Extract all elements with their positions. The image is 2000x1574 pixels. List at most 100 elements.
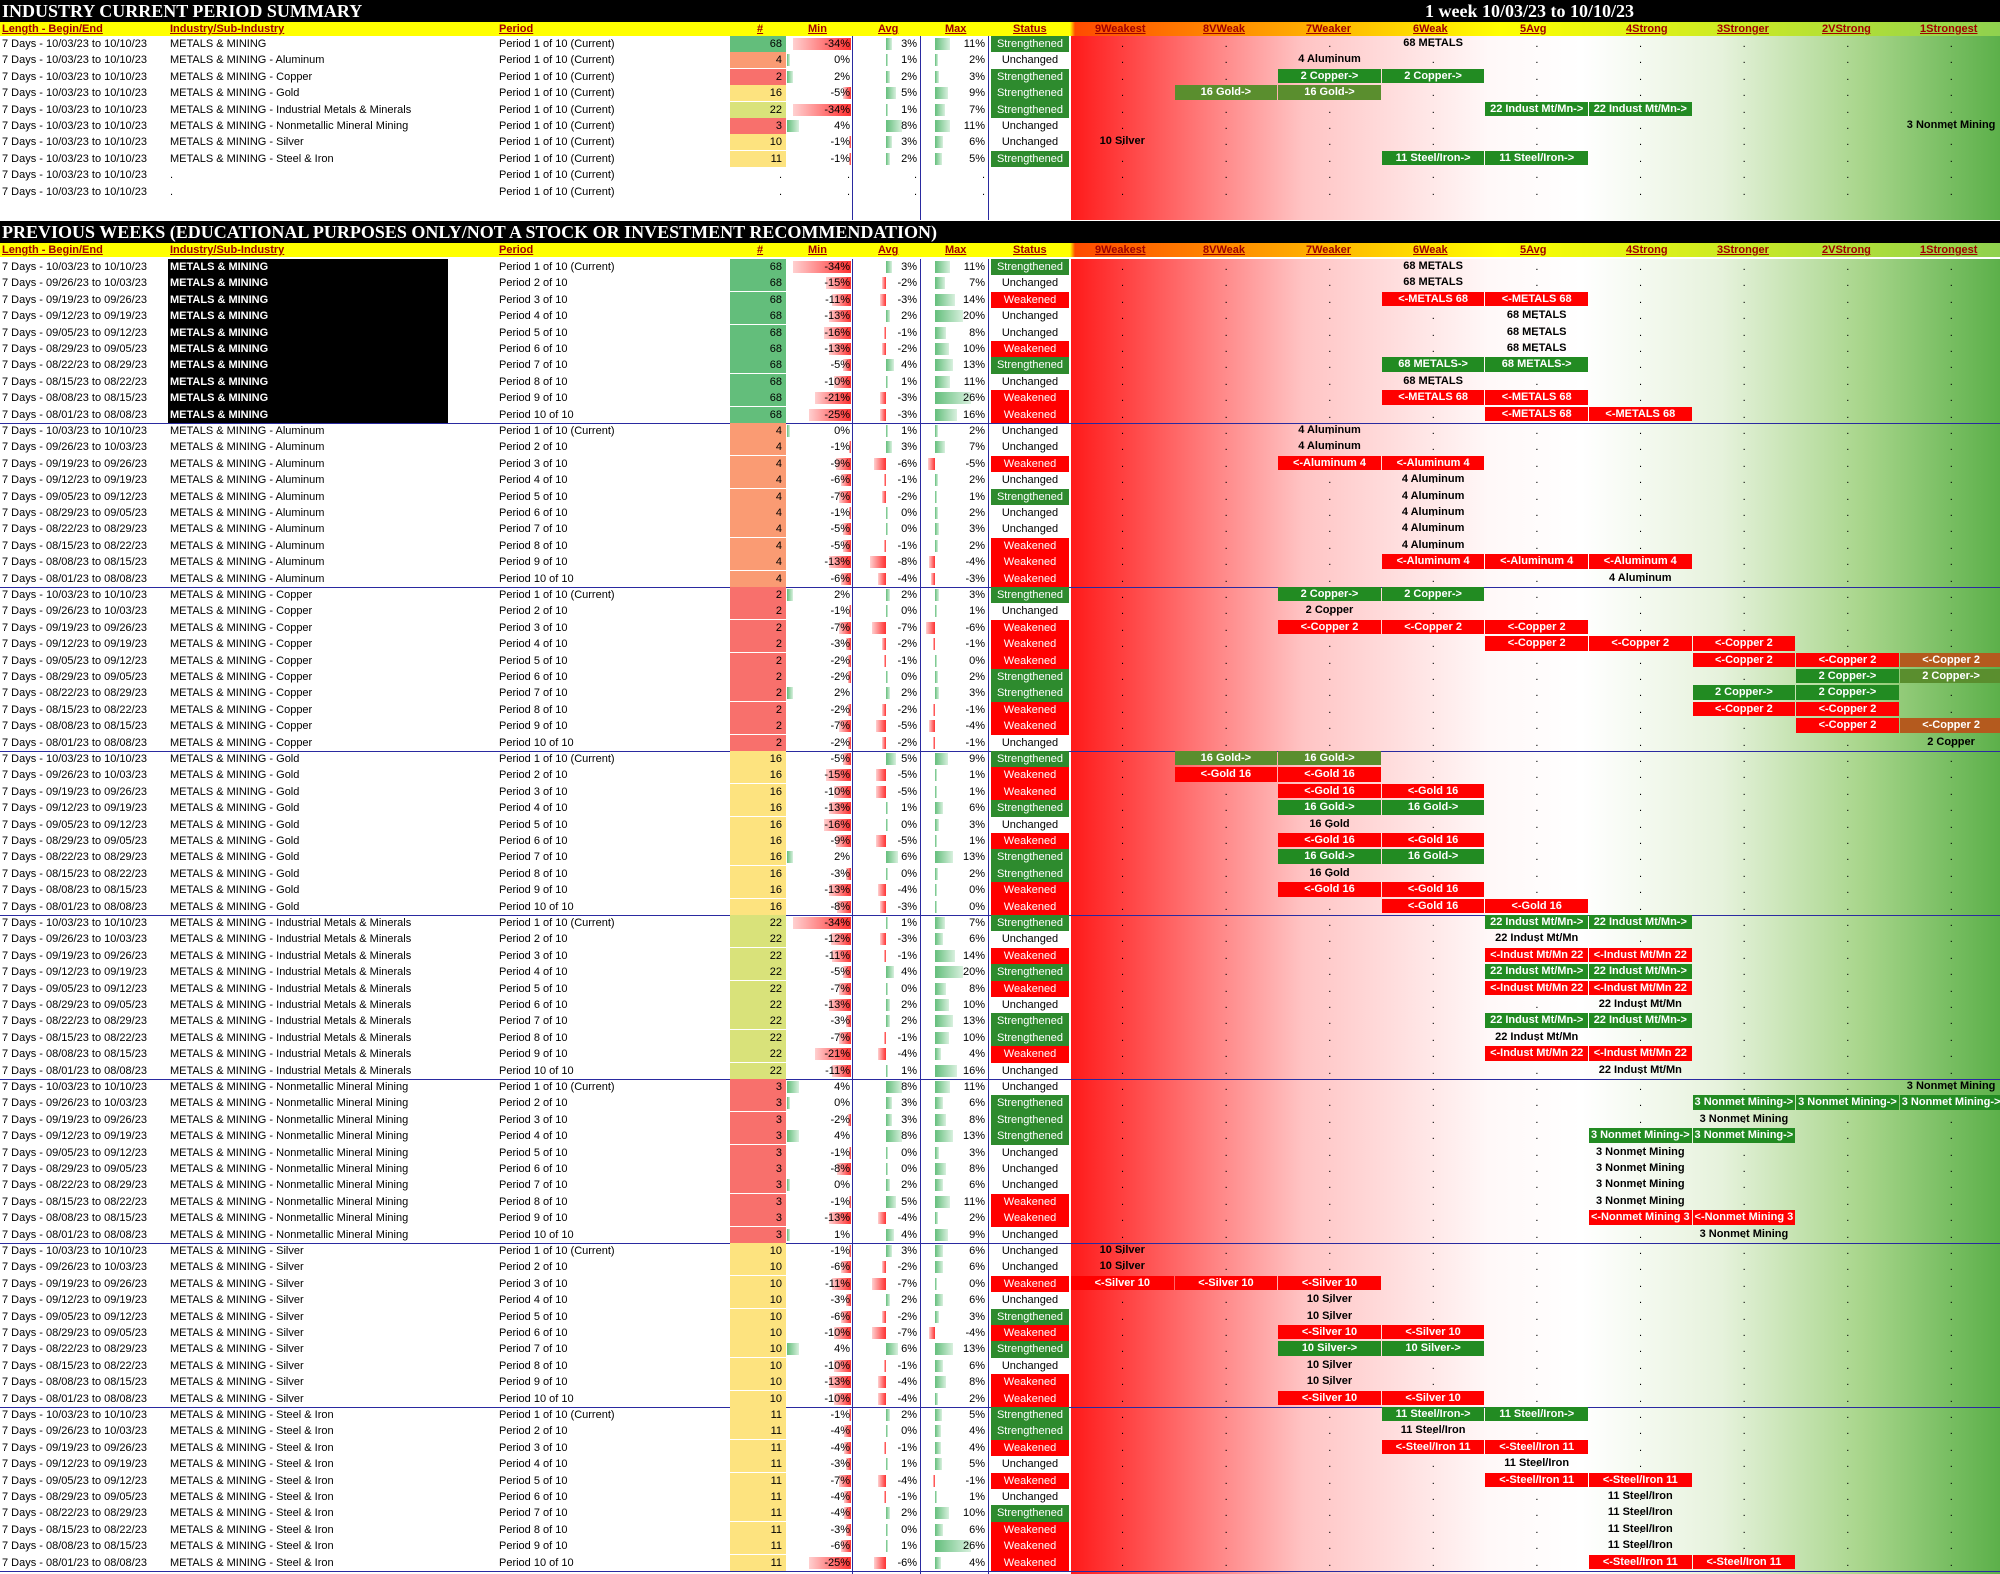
column-header-8[interactable]: 9Weakest: [1095, 23, 1146, 35]
row-industry[interactable]: METALS & MINING - Copper: [170, 70, 313, 83]
row-industry[interactable]: METALS & MINING - Copper: [170, 736, 313, 749]
row-industry[interactable]: METALS & MINING - Steel & Iron: [170, 1540, 334, 1553]
row-industry[interactable]: METALS & MINING - Industrial Metals & Mi…: [170, 1048, 412, 1061]
row-industry[interactable]: METALS & MINING - Industrial Metals & Mi…: [170, 103, 412, 116]
column-header-2[interactable]: Period: [499, 244, 534, 256]
column-header-1[interactable]: Industry/Sub-Industry: [170, 23, 285, 35]
column-header-13[interactable]: 4Strong: [1626, 244, 1668, 256]
row-industry[interactable]: .: [170, 185, 174, 198]
row-industry[interactable]: METALS & MINING - Copper: [170, 605, 313, 618]
row-industry[interactable]: METALS & MINING - Gold: [170, 851, 300, 864]
column-header-5[interactable]: Avg: [878, 244, 899, 256]
row-industry[interactable]: METALS & MINING - Steel & Iron: [170, 1507, 334, 1520]
column-header-13[interactable]: 4Strong: [1626, 23, 1668, 35]
row-industry[interactable]: METALS & MINING - Copper: [170, 621, 313, 634]
row-industry[interactable]: METALS & MINING - Gold: [170, 867, 300, 880]
column-header-9[interactable]: 8VWeak: [1203, 23, 1245, 35]
row-industry[interactable]: METALS & MINING - Silver: [170, 1343, 304, 1356]
column-header-11[interactable]: 6Weak: [1413, 244, 1448, 256]
column-header-4[interactable]: Min: [808, 23, 827, 35]
row-industry[interactable]: METALS & MINING: [168, 390, 448, 407]
row-industry[interactable]: METALS & MINING - Silver: [170, 1376, 304, 1389]
row-industry[interactable]: METALS & MINING - Gold: [170, 769, 300, 782]
column-header-15[interactable]: 2VStrong: [1822, 23, 1871, 35]
row-industry[interactable]: METALS & MINING - Aluminum: [170, 425, 325, 437]
row-industry[interactable]: METALS & MINING - Nonmetallic Mineral Mi…: [170, 1113, 409, 1126]
row-industry[interactable]: METALS & MINING - Industrial Metals & Mi…: [170, 917, 412, 929]
row-industry[interactable]: .: [170, 169, 174, 182]
row-industry[interactable]: METALS & MINING: [168, 324, 448, 341]
column-header-3[interactable]: #: [757, 244, 764, 256]
column-header-16[interactable]: 1Strongest: [1920, 23, 1978, 35]
row-industry[interactable]: METALS & MINING - Steel & Iron: [170, 1409, 334, 1421]
row-industry[interactable]: METALS & MINING - Nonmetallic Mineral Mi…: [170, 1130, 409, 1143]
row-industry[interactable]: METALS & MINING - Gold: [170, 802, 300, 815]
column-header-7[interactable]: Status: [1013, 23, 1047, 35]
column-header-12[interactable]: 5Avg: [1520, 23, 1547, 35]
row-industry[interactable]: METALS & MINING - Nonmetallic Mineral Mi…: [170, 1146, 409, 1159]
row-industry[interactable]: METALS & MINING - Nonmetallic Mineral Mi…: [170, 120, 409, 132]
row-industry[interactable]: METALS & MINING - Copper: [170, 654, 313, 667]
row-industry[interactable]: METALS & MINING - Industrial Metals & Mi…: [170, 1015, 412, 1028]
column-header-15[interactable]: 2VStrong: [1822, 244, 1871, 256]
row-industry[interactable]: METALS & MINING - Steel & Iron: [170, 1474, 334, 1487]
row-industry[interactable]: METALS & MINING - Steel & Iron: [170, 152, 334, 165]
row-industry[interactable]: METALS & MINING - Nonmetallic Mineral Mi…: [170, 1228, 409, 1241]
row-industry[interactable]: METALS & MINING - Aluminum: [170, 523, 325, 536]
row-industry[interactable]: METALS & MINING - Aluminum: [170, 441, 325, 454]
row-industry[interactable]: METALS & MINING - Steel & Iron: [170, 1458, 334, 1471]
row-industry[interactable]: METALS & MINING - Aluminum: [170, 556, 325, 569]
column-header-0[interactable]: Length - Begin/End: [2, 244, 103, 256]
row-industry[interactable]: METALS & MINING - Industrial Metals & Mi…: [170, 1064, 412, 1077]
row-industry[interactable]: METALS & MINING - Nonmetallic Mineral Mi…: [170, 1212, 409, 1225]
column-header-14[interactable]: 3Stronger: [1717, 244, 1769, 256]
row-industry[interactable]: METALS & MINING - Steel & Iron: [170, 1491, 334, 1503]
row-industry[interactable]: METALS & MINING - Silver: [170, 1310, 304, 1323]
column-header-7[interactable]: Status: [1013, 244, 1047, 256]
column-header-9[interactable]: 8VWeak: [1203, 244, 1245, 256]
row-industry[interactable]: METALS & MINING - Steel & Iron: [170, 1425, 334, 1438]
row-industry[interactable]: METALS & MINING - Aluminum: [170, 474, 325, 487]
row-industry[interactable]: METALS & MINING - Industrial Metals & Mi…: [170, 933, 412, 946]
row-industry[interactable]: METALS & MINING - Silver: [170, 1392, 304, 1405]
row-industry[interactable]: METALS & MINING - Industrial Metals & Mi…: [170, 949, 412, 962]
column-header-8[interactable]: 9Weakest: [1095, 244, 1146, 256]
row-industry[interactable]: METALS & MINING - Aluminum: [170, 507, 325, 519]
row-industry[interactable]: METALS & MINING - Aluminum: [170, 54, 325, 67]
row-industry[interactable]: METALS & MINING - Aluminum: [170, 490, 325, 503]
row-industry[interactable]: METALS & MINING - Copper: [170, 703, 313, 716]
row-industry[interactable]: METALS & MINING - Industrial Metals & Mi…: [170, 982, 412, 995]
column-header-10[interactable]: 7Weaker: [1306, 244, 1352, 256]
row-industry[interactable]: METALS & MINING - Steel & Iron: [170, 1441, 334, 1454]
row-industry[interactable]: METALS & MINING - Nonmetallic Mineral Mi…: [170, 1179, 409, 1192]
row-industry[interactable]: METALS & MINING: [168, 308, 448, 325]
row-industry[interactable]: METALS & MINING: [168, 275, 448, 292]
row-industry[interactable]: METALS & MINING - Silver: [170, 1277, 304, 1290]
row-industry[interactable]: METALS & MINING - Silver: [170, 1245, 304, 1257]
row-industry[interactable]: METALS & MINING - Silver: [170, 136, 304, 149]
row-industry[interactable]: METALS & MINING - Gold: [170, 884, 300, 897]
row-industry[interactable]: METALS & MINING - Silver: [170, 1261, 304, 1274]
row-industry[interactable]: METALS & MINING - Industrial Metals & Mi…: [170, 966, 412, 979]
row-industry[interactable]: METALS & MINING - Aluminum: [170, 457, 325, 470]
row-industry[interactable]: METALS & MINING: [168, 341, 448, 358]
row-industry[interactable]: METALS & MINING - Copper: [170, 589, 313, 601]
column-header-3[interactable]: #: [757, 23, 764, 35]
row-industry[interactable]: METALS & MINING - Silver: [170, 1359, 304, 1372]
column-header-0[interactable]: Length - Begin/End: [2, 23, 103, 35]
row-industry[interactable]: METALS & MINING - Gold: [170, 818, 300, 831]
row-industry[interactable]: METALS & MINING - Gold: [170, 900, 300, 913]
row-industry[interactable]: METALS & MINING - Gold: [170, 87, 300, 100]
row-industry[interactable]: METALS & MINING - Nonmetallic Mineral Mi…: [170, 1097, 409, 1110]
column-header-12[interactable]: 5Avg: [1520, 244, 1547, 256]
column-header-16[interactable]: 1Strongest: [1920, 244, 1978, 256]
row-industry[interactable]: METALS & MINING - Gold: [170, 785, 300, 798]
row-industry[interactable]: METALS & MINING: [168, 406, 448, 423]
row-industry[interactable]: METALS & MINING - Industrial Metals & Mi…: [170, 999, 412, 1011]
row-industry[interactable]: METALS & MINING - Copper: [170, 687, 313, 700]
row-industry[interactable]: METALS & MINING - Copper: [170, 638, 313, 651]
row-industry[interactable]: METALS & MINING - Copper: [170, 671, 313, 683]
row-industry[interactable]: METALS & MINING - Steel & Iron: [170, 1556, 334, 1569]
row-industry[interactable]: METALS & MINING - Silver: [170, 1294, 304, 1307]
column-header-1[interactable]: Industry/Sub-Industry: [170, 244, 285, 256]
